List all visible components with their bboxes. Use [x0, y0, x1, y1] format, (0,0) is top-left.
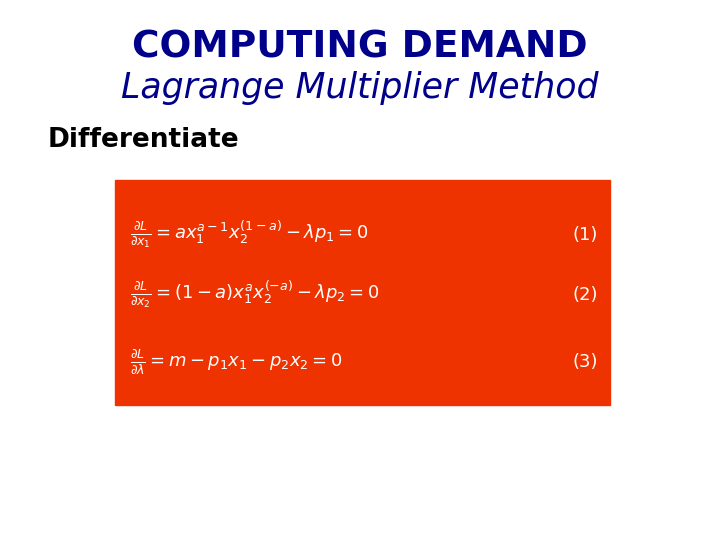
- Text: COMPUTING DEMAND: COMPUTING DEMAND: [132, 30, 588, 66]
- Text: (1): (1): [572, 226, 598, 244]
- Text: $\frac{\partial L}{\partial x_2} = (1-a)x_1^{a}x_2^{(-a)} - \lambda p_2 = 0$: $\frac{\partial L}{\partial x_2} = (1-a)…: [130, 280, 379, 310]
- Text: (3): (3): [572, 353, 598, 371]
- Text: (2): (2): [572, 286, 598, 304]
- FancyBboxPatch shape: [115, 180, 610, 405]
- Text: $\frac{\partial L}{\partial \lambda} = m - p_1 x_1 - p_2 x_2 = 0$: $\frac{\partial L}{\partial \lambda} = m…: [130, 348, 343, 376]
- Text: Lagrange Multiplier Method: Lagrange Multiplier Method: [121, 71, 599, 105]
- Text: Differentiate: Differentiate: [48, 127, 240, 153]
- Text: $\frac{\partial L}{\partial x_1} = ax_1^{a-1}x_2^{(1-a)} - \lambda p_1 = 0$: $\frac{\partial L}{\partial x_1} = ax_1^…: [130, 220, 369, 250]
